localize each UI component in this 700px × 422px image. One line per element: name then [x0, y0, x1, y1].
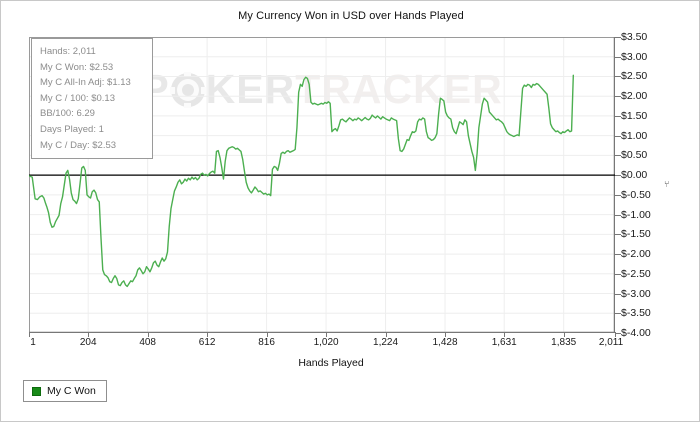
y-axis-tick-mark: [615, 194, 621, 196]
y-axis-tick-mark: [615, 313, 621, 315]
y-axis-tick-mark: [615, 37, 621, 38]
x-axis-tick-label: 1,020: [313, 337, 339, 348]
y-axis-tick-label: $1.50: [621, 109, 648, 122]
y-axis-tick-label: $-2.50: [621, 267, 651, 280]
chart-legend: My C Won: [23, 380, 107, 402]
y-axis-tick-mark: [615, 214, 621, 216]
y-axis-tick-label: $3.50: [621, 31, 648, 43]
y-axis-tick-mark: [615, 254, 621, 256]
x-axis-tick-mark: [615, 332, 616, 337]
y-axis-tick-label: $-1.00: [621, 208, 651, 221]
x-axis-tick-label: 1,835: [551, 337, 577, 348]
y-axis-tick-label: $3.00: [621, 50, 648, 63]
x-axis-tick-mark: [445, 332, 447, 337]
y-axis-tick-mark: [615, 234, 621, 236]
x-axis-tick-mark: [207, 332, 209, 337]
stat-my-c-per-day: My C / Day: $2.53: [40, 139, 117, 151]
stat-my-c-all-in-adj: My C All-In Adj: $1.13: [40, 77, 131, 89]
x-axis-tick-mark: [266, 332, 268, 337]
stat-hands: Hands: 2,011: [40, 46, 96, 57]
x-axis-tick-label: 816: [258, 337, 275, 348]
x-axis-tick-label: 2,011: [598, 337, 624, 348]
x-axis-tick-label: 612: [198, 337, 216, 348]
y-axis-tick-mark: [615, 56, 621, 58]
y-axis-tick-label: $0.00: [621, 169, 648, 182]
x-axis-tick-label: 204: [79, 337, 97, 348]
x-axis-tick-mark: [563, 332, 565, 337]
y-axis-tick-mark: [615, 96, 621, 98]
y-axis-tick-mark: [615, 273, 621, 275]
y-axis-labels: $3.50 $3.00 $2.50 $2.00 $1.50 $1.00 $0.50 $0.00…: [615, 31, 699, 339]
x-axis-tick-label: 408: [139, 337, 156, 348]
stats-info-box: Hands: 2,011 My C Won: $2.53 My C All-In…: [31, 38, 153, 160]
y-axis-tick-label: $-1.50: [621, 228, 651, 241]
y-axis-tick-label: $-3.00: [621, 287, 651, 300]
x-axis-title: Hands Played: [298, 357, 364, 369]
y-axis-tick-label: $-0.50: [621, 188, 651, 201]
legend-label-my-c-won: My C Won: [47, 385, 96, 397]
stat-bb-per-100: BB/100: 6.29: [40, 108, 95, 120]
x-axis-tick-label: 1,428: [432, 337, 458, 348]
y-axis-tick-mark: [615, 76, 621, 78]
y-axis-tick-label: $-4.00: [621, 327, 651, 339]
chart-title: My Currency Won in USD over Hands Played: [238, 10, 464, 22]
y-axis-tick-label: $-2.00: [621, 248, 651, 261]
x-axis-tick-mark: [147, 332, 149, 337]
y-axis-tick-label: $-3.50: [621, 307, 651, 320]
x-axis-labels: 1 204 408 612 816 1,020 1,224 1,428 1,631 1,835 2,…: [29, 332, 623, 353]
x-axis-tick-mark: [88, 332, 90, 337]
stat-my-c-won: My C Won: $2.53: [40, 61, 114, 73]
x-axis-tick-label: 1,224: [373, 337, 399, 348]
y-axis-tick-mark: [615, 333, 621, 334]
x-axis-tick-label: 1: [30, 337, 36, 348]
legend-swatch-my-c-won: [32, 386, 41, 396]
y-axis-tick-label: $1.00: [621, 129, 648, 142]
right-edge-glyph: ⑂: [664, 179, 670, 189]
y-axis-tick-mark: [615, 175, 621, 177]
x-axis-tick-mark: [29, 332, 30, 337]
y-axis-tick-mark: [615, 135, 621, 137]
y-axis-tick-label: $0.50: [621, 149, 648, 162]
x-axis-tick-label: 1,631: [491, 337, 517, 348]
y-axis-tick-label: $2.50: [621, 70, 648, 83]
y-axis-tick-label: $2.00: [621, 90, 648, 103]
y-axis-tick-mark: [615, 115, 621, 117]
stat-days-played: Days Played: 1: [40, 123, 104, 135]
x-axis-tick-mark: [326, 332, 328, 337]
y-axis-tick-mark: [615, 155, 621, 157]
y-axis-tick-mark: [615, 293, 621, 295]
stat-my-c-per-100: My C / 100: $0.13: [40, 92, 115, 104]
x-axis-tick-mark: [385, 332, 387, 337]
x-axis-tick-mark: [504, 332, 506, 337]
